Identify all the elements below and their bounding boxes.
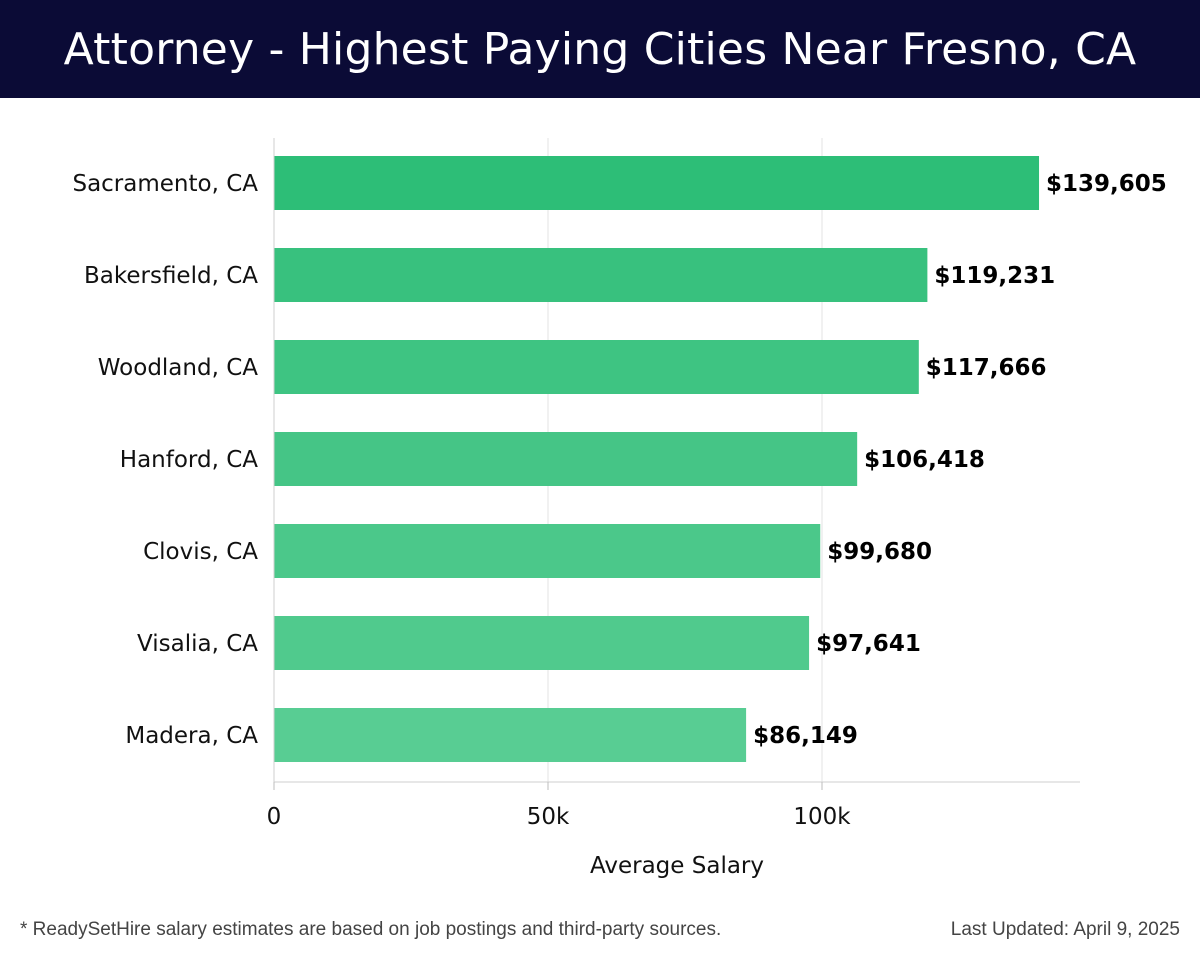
bar — [274, 616, 810, 670]
bar — [274, 708, 747, 762]
value-label: $97,641 — [816, 631, 921, 657]
category-label: Woodland, CA — [98, 355, 258, 381]
chart-header: Attorney - Highest Paying Cities Near Fr… — [0, 0, 1200, 98]
x-tick-label: 100k — [793, 804, 851, 830]
category-label: Hanford, CA — [120, 447, 258, 473]
value-label: $106,418 — [864, 447, 985, 473]
bar-chart: Sacramento, CA Bakersfield, CA Woodland, C… — [72, 138, 1167, 879]
value-label: $86,149 — [753, 723, 858, 749]
value-label: $119,231 — [934, 263, 1055, 289]
value-labels: $139,605 $119,231 $117,666 $106,418 $99,680 $… — [753, 171, 1167, 749]
x-axis: 0 50k 100k Average Salary — [267, 138, 1080, 879]
category-label: Sacramento, CA — [72, 171, 258, 197]
bar — [274, 340, 919, 394]
bar — [274, 524, 821, 578]
category-label: Madera, CA — [125, 723, 258, 749]
chart-title: Attorney - Highest Paying Cities Near Fr… — [63, 23, 1137, 75]
x-axis-label: Average Salary — [590, 853, 764, 879]
value-label: $139,605 — [1046, 171, 1167, 197]
category-label: Visalia, CA — [137, 631, 258, 657]
category-labels: Sacramento, CA Bakersfield, CA Woodland, C… — [72, 171, 258, 749]
last-updated: Last Updated: April 9, 2025 — [950, 919, 1180, 940]
bars — [274, 156, 1040, 762]
category-label: Bakersfield, CA — [84, 263, 258, 289]
bar — [274, 156, 1040, 210]
bar — [274, 432, 858, 486]
category-label: Clovis, CA — [143, 539, 258, 565]
value-label: $117,666 — [926, 355, 1047, 381]
value-label: $99,680 — [827, 539, 932, 565]
x-tick-label: 0 — [267, 804, 282, 830]
x-tick-label: 50k — [527, 804, 570, 830]
bar — [274, 248, 928, 302]
source-footnote: * ReadySetHire salary estimates are base… — [20, 919, 722, 940]
